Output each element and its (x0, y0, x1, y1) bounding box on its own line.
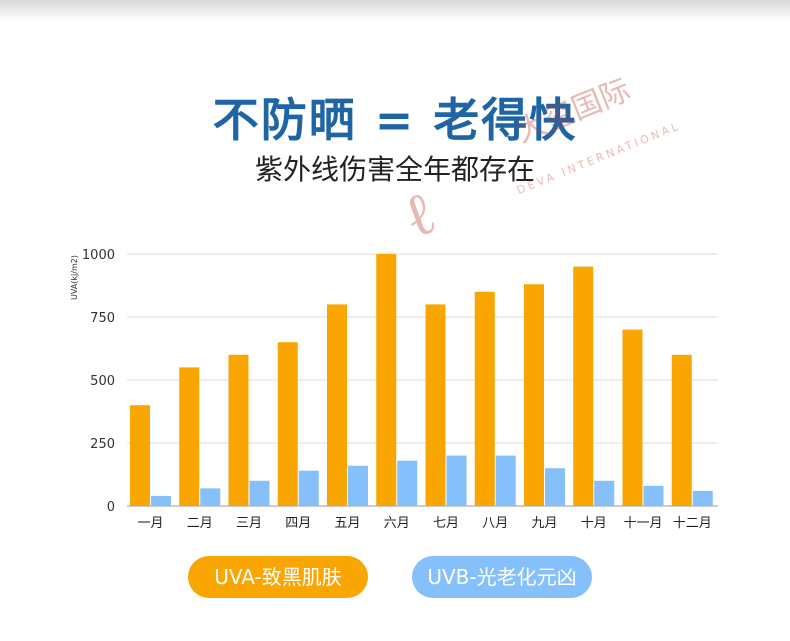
y-tick-label: 1000 (82, 248, 115, 263)
uvb-bar (692, 490, 713, 506)
uvb-bar (545, 468, 565, 506)
x-tick-label: 一月 (137, 516, 163, 531)
x-tick-label: 七月 (433, 516, 459, 531)
y-tick-label: 0 (107, 500, 115, 515)
uva-bar (130, 405, 150, 506)
x-tick-label: 九月 (531, 516, 557, 531)
x-tick-label: 三月 (236, 516, 262, 531)
top-shadow (0, 0, 790, 22)
page-subtitle: 紫外线伤害全年都存在 (254, 153, 535, 186)
uva-bar (277, 342, 298, 506)
uvb-bar (348, 465, 368, 506)
uvb-bar (200, 488, 221, 506)
uvb-bar (298, 470, 319, 506)
uvb-bar (249, 480, 270, 506)
legend-uva: UVA-致黑肌肤 (188, 556, 368, 598)
uva-bar (524, 284, 544, 506)
x-tick-label: 二月 (187, 516, 213, 531)
uva-bar (327, 304, 347, 506)
uvb-bar (594, 480, 615, 506)
uvb-bar (446, 455, 467, 506)
y-tick-label: 750 (90, 311, 115, 326)
legend-uvb: UVB-光老化元凶 (412, 556, 592, 598)
page-title: 不防晒 = 老得快 (212, 93, 578, 147)
uva-bar (573, 266, 594, 506)
uvb-bar (151, 495, 171, 506)
uva-bar (376, 254, 397, 506)
x-tick-label: 六月 (384, 516, 410, 531)
x-tick-label: 十一月 (623, 516, 662, 531)
uva-bar (671, 354, 692, 506)
uvb-bar (495, 455, 516, 506)
y-tick-label: 500 (90, 374, 115, 389)
y-axis-label: UVA(kj/m2) (70, 255, 79, 300)
uva-bar (425, 304, 446, 506)
y-tick-label: 250 (90, 437, 115, 452)
uvb-bar (643, 485, 664, 506)
x-tick-label: 十二月 (673, 516, 712, 531)
x-tick-label: 五月 (334, 516, 360, 531)
uva-bar (179, 367, 200, 506)
uva-bar (622, 329, 643, 506)
x-tick-label: 四月 (285, 516, 311, 531)
uvb-bar (397, 460, 418, 506)
uva-bar (474, 291, 495, 506)
x-tick-label: 十月 (581, 516, 607, 531)
x-tick-label: 八月 (482, 516, 508, 531)
uva-bar (228, 354, 249, 506)
